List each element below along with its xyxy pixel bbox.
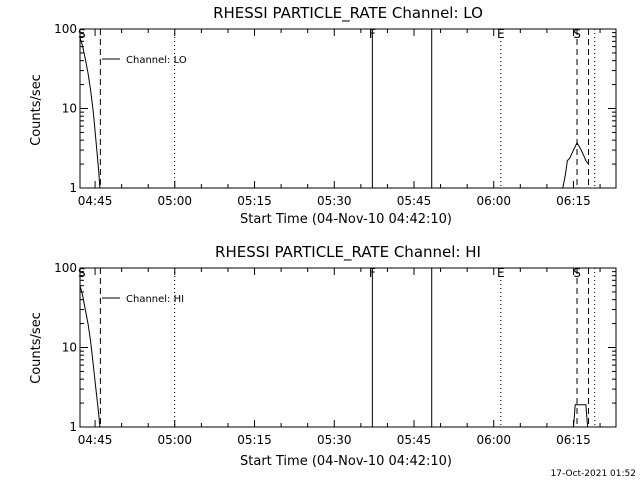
event-marker-label: S	[78, 266, 86, 280]
x-tick-label: 05:00	[157, 194, 192, 208]
event-marker-label: S	[78, 27, 86, 41]
legend-label: Channel: LO	[126, 55, 187, 66]
event-marker-label: E	[497, 266, 505, 280]
panel-title: RHESSI PARTICLE_RATE Channel: HI	[215, 243, 481, 262]
x-tick-label: 05:30	[317, 433, 352, 447]
x-tick-label: 04:45	[78, 433, 113, 447]
panel-title: RHESSI PARTICLE_RATE Channel: LO	[213, 4, 483, 23]
y-tick-label: 100	[54, 22, 77, 36]
x-tick-label: 05:15	[237, 194, 272, 208]
y-tick-label: 1	[69, 420, 77, 434]
x-tick-label: 06:15	[556, 194, 591, 208]
x-tick-label: 05:15	[237, 433, 272, 447]
series-line	[562, 141, 589, 189]
x-tick-label: 06:15	[556, 433, 591, 447]
event-marker-label: F	[369, 27, 376, 41]
x-tick-label: 04:45	[78, 194, 113, 208]
y-axis-label: Counts/sec	[29, 312, 44, 384]
y-tick-label: 10	[62, 102, 77, 116]
y-tick-label: 10	[62, 341, 77, 355]
x-axis-label: Start Time (04-Nov-10 04:42:10)	[240, 212, 452, 227]
legend-label: Channel: HI	[126, 294, 184, 305]
event-marker-label: E	[497, 27, 505, 41]
x-tick-label: 05:45	[397, 433, 432, 447]
series-line	[573, 404, 589, 428]
event-marker-label: S	[573, 27, 581, 41]
x-tick-label: 06:00	[476, 194, 511, 208]
x-axis-label: Start Time (04-Nov-10 04:42:10)	[240, 454, 452, 469]
x-tick-label: 05:45	[397, 194, 432, 208]
series-line	[79, 37, 101, 189]
series-line	[79, 285, 101, 428]
event-marker-label: F	[369, 266, 376, 280]
panel-hi: RHESSI PARTICLE_RATE Channel: HI Start T…	[29, 243, 617, 469]
x-tick-label: 05:30	[317, 194, 352, 208]
footer-timestamp: 17-Oct-2021 01:52	[551, 469, 636, 479]
y-axis-label: Counts/sec	[29, 74, 44, 146]
x-tick-label: 05:00	[157, 433, 192, 447]
event-marker-label: S	[573, 266, 581, 280]
y-tick-label: 100	[54, 261, 77, 275]
panel-lo: RHESSI PARTICLE_RATE Channel: LO Start T…	[29, 4, 617, 227]
y-tick-label: 1	[69, 181, 77, 195]
x-tick-label: 06:00	[476, 433, 511, 447]
